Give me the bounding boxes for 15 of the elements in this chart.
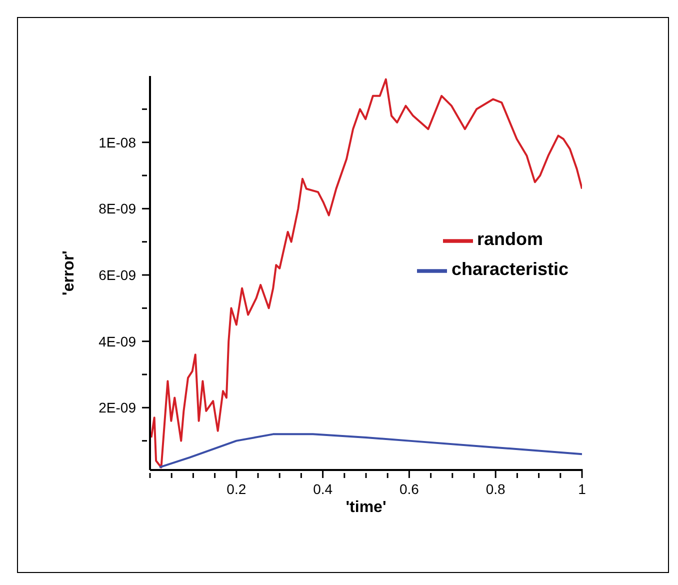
x-tick-label: 0.4 (313, 481, 333, 497)
y-tick-label: 6E-09 (98, 266, 136, 283)
x-axis-title: 'time' (346, 499, 386, 516)
y-tick-label: 2E-09 (98, 400, 136, 416)
y-axis-title: 'error' (60, 250, 78, 296)
legend-label: characteristic (451, 259, 569, 280)
y-tick-label: 4E-09 (98, 333, 136, 350)
y-tick-label: 1E-08 (98, 134, 136, 150)
x-tick-label: 0.6 (399, 481, 420, 497)
legend-label: random (476, 229, 543, 250)
x-tick-label: 1 (578, 481, 586, 497)
x-tick-label: 0.8 (486, 481, 506, 497)
line-series (158, 433, 582, 468)
x-tick-label: 0.2 (226, 481, 246, 497)
y-tick-label: 8E-09 (98, 200, 136, 217)
